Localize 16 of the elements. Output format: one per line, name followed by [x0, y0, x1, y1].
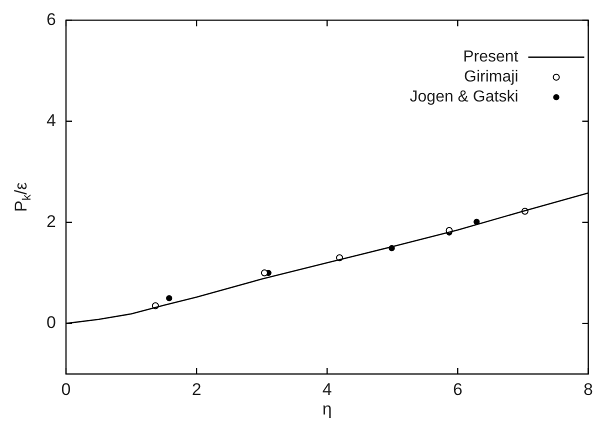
x-axis-title: η: [322, 400, 332, 419]
x-tick-label: 0: [61, 380, 71, 399]
legend-label: Jogen & Gatski: [410, 88, 518, 106]
point: [260, 269, 268, 276]
x-tick-label: 2: [192, 380, 202, 399]
y-tick-label: 0: [46, 313, 56, 332]
x-tick-label: 8: [584, 380, 594, 399]
y-axis-title: Pk/ε: [12, 182, 34, 212]
x-tick-label: 6: [452, 380, 462, 399]
legend-label: Girimaji: [464, 68, 518, 86]
point: [166, 295, 172, 302]
y-tick-label: 2: [46, 212, 56, 232]
y-tick-label: 4: [46, 110, 56, 130]
y-tick-label: 6: [46, 10, 56, 29]
x-tick-label: 4: [322, 380, 332, 399]
legend-label: Present: [463, 48, 519, 66]
